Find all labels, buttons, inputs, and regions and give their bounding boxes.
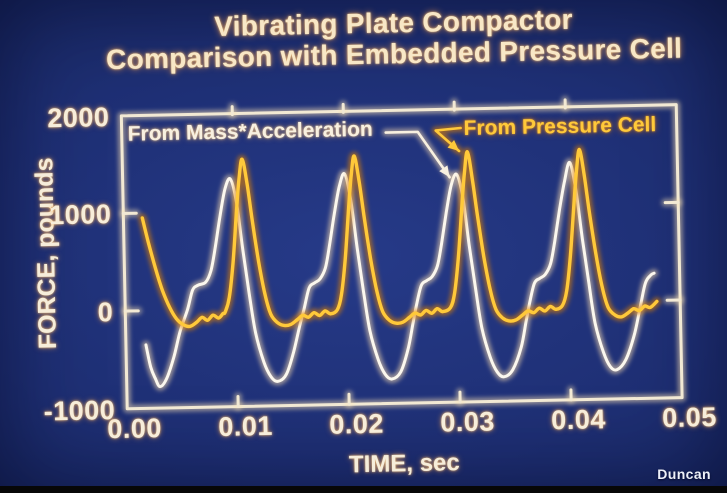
- series-pressure-cell-curve: [140, 147, 659, 329]
- credit-watermark: Duncan: [657, 466, 711, 482]
- axis-ticks: [121, 98, 682, 409]
- series-label-pressure-cell: From Pressure Cell: [463, 113, 657, 140]
- x-tick-label: 0.04: [550, 404, 607, 436]
- y-tick-label: 1000: [48, 199, 112, 231]
- x-tick-label: 0.01: [218, 410, 274, 442]
- x-tick-label: 0.02: [328, 408, 385, 440]
- x-tick-label: 0.03: [439, 406, 496, 438]
- y-tick-label: -1000: [43, 394, 116, 426]
- annotation-arrow-pressure-cell-head: [447, 140, 460, 152]
- y-tick-label: 2000: [46, 101, 110, 133]
- x-axis-title: TIME, sec: [348, 449, 460, 479]
- series-mass-acceleration-curve-glow: [141, 158, 659, 391]
- annotation-arrow-mass-acceleration-head: [439, 165, 450, 178]
- x-tick-label: 0.05: [661, 401, 718, 434]
- series-mass-acceleration-curve: [144, 161, 656, 389]
- y-tick-label: 0: [97, 296, 114, 328]
- series-label-mass-acceleration: From Mass*Acceleration: [127, 117, 373, 146]
- annotation-arrow-mass-acceleration: [384, 130, 451, 179]
- film-edge-strip: [0, 486, 727, 493]
